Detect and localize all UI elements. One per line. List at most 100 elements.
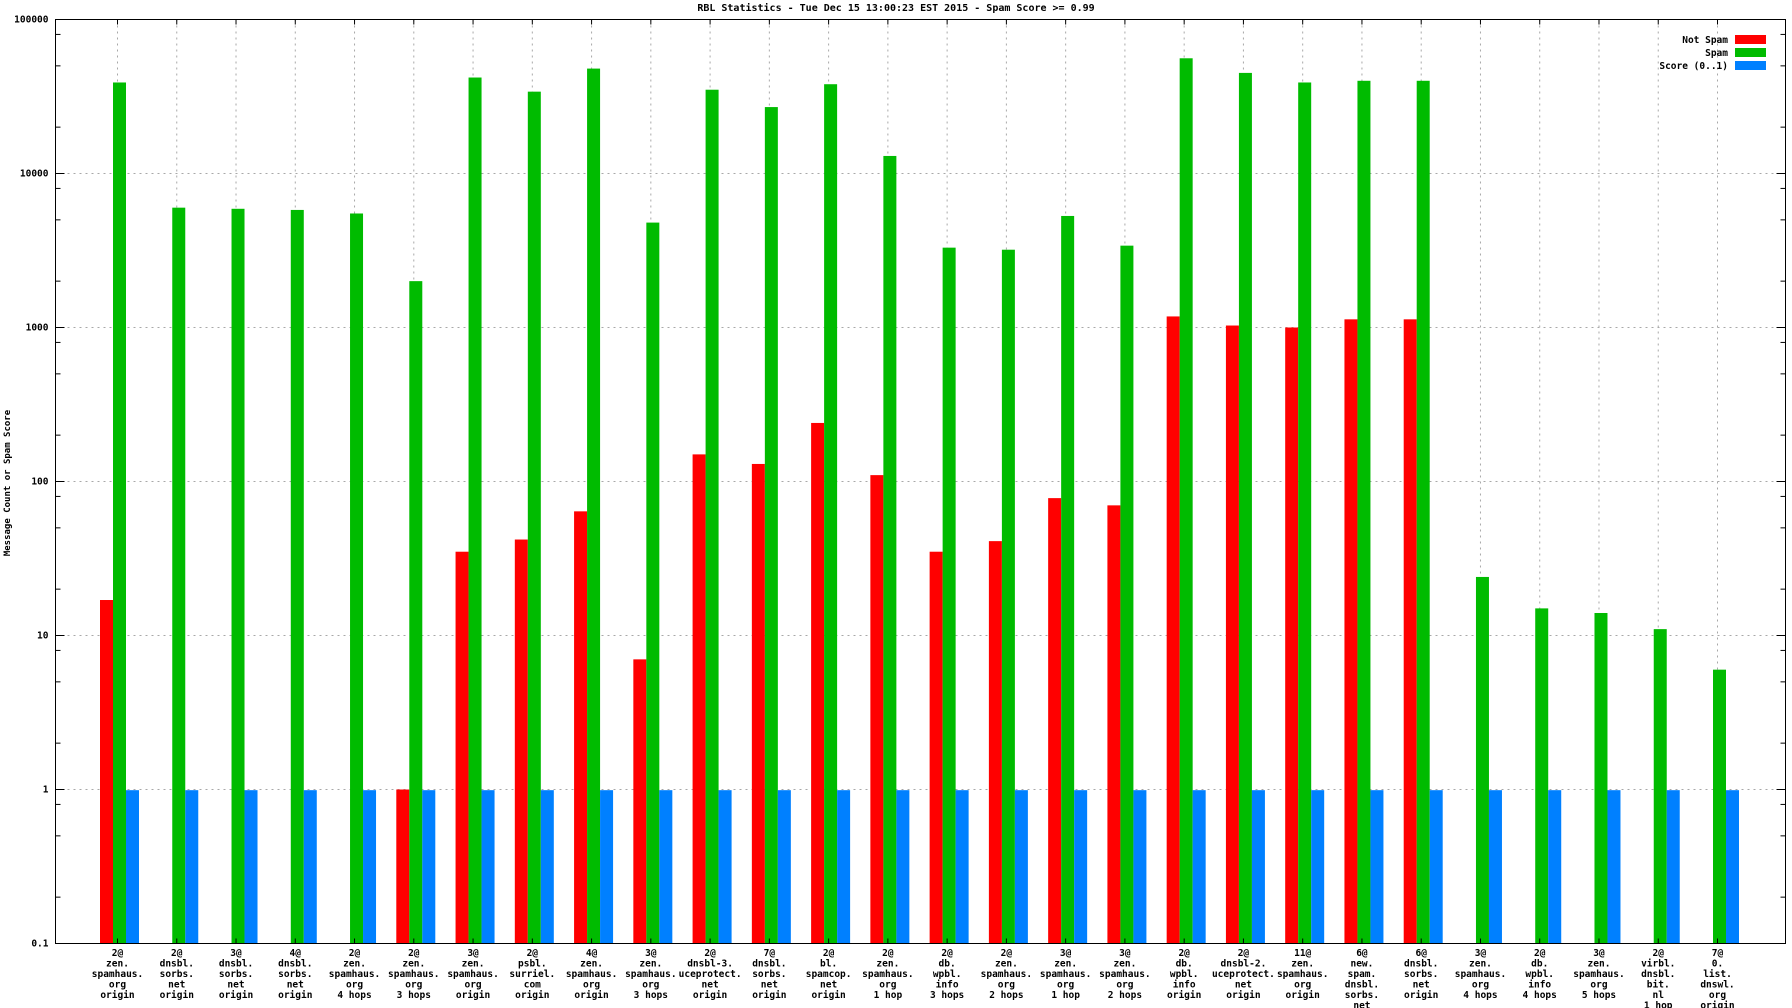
x-axis-label: org: [346, 980, 363, 991]
x-axis-label: info: [936, 980, 959, 991]
x-axis-label: dnsbl.: [1404, 959, 1438, 970]
x-axis-label: origin: [1404, 990, 1438, 1001]
x-axis-label: zen.: [580, 959, 603, 970]
x-axis-label: zen.: [1291, 959, 1314, 970]
bar-spam: [1357, 80, 1371, 944]
x-axis-label: net: [702, 980, 719, 991]
x-axis-label: 4 hops: [1463, 990, 1497, 1001]
x-axis-label: zen.: [343, 959, 366, 970]
y-tick-label: 10: [37, 631, 49, 642]
x-axis-label: 1 hop: [874, 990, 903, 1001]
bar-spam: [1653, 629, 1667, 944]
bar-score: [1192, 790, 1206, 944]
chart-title: RBL Statistics - Tue Dec 15 13:00:23 EST…: [697, 3, 1095, 14]
x-axis-label: 4@: [290, 948, 302, 959]
x-axis-label: origin: [1167, 990, 1201, 1001]
x-axis-label: zen.: [402, 959, 425, 970]
x-axis-label: origin: [100, 990, 134, 1001]
x-axis-label: 3@: [1119, 948, 1131, 959]
x-axis-label: zen.: [1588, 959, 1611, 970]
bar-spam: [1416, 80, 1430, 944]
x-axis-label: dnsbl.: [1345, 980, 1379, 991]
x-axis-label: wpbl.: [1170, 969, 1199, 980]
x-axis-label: 2@: [941, 948, 953, 959]
bar-spam: [1061, 215, 1075, 944]
bar-score: [1251, 790, 1265, 944]
x-axis-label: 2 hops: [989, 990, 1023, 1001]
x-axis-label: 7@: [764, 948, 776, 959]
bar-score: [481, 790, 495, 944]
x-axis-label: sorbs.: [752, 969, 786, 980]
bar-not_spam: [1344, 319, 1358, 944]
x-axis-label: origin: [1286, 990, 1320, 1001]
bar-not_spam: [751, 463, 765, 944]
x-axis-label: 4 hops: [1523, 990, 1557, 1001]
bar-spam: [1001, 249, 1015, 944]
x-axis-label: dnsbl.: [160, 959, 194, 970]
x-axis-label: spamhaus.: [1099, 969, 1150, 980]
x-axis-label: db.: [1176, 959, 1193, 970]
x-axis-label: surriel.: [509, 969, 555, 980]
bar-not_spam: [1225, 325, 1239, 944]
bar-score: [303, 790, 317, 944]
bar-spam: [1120, 245, 1134, 944]
x-axis-label: 6@: [1415, 948, 1427, 959]
bar-not_spam: [1166, 316, 1180, 944]
bar-not_spam: [929, 551, 943, 944]
bar-spam: [883, 155, 897, 944]
bar-score: [244, 790, 258, 944]
x-axis-label: org: [1709, 990, 1726, 1001]
bar-score: [1488, 790, 1502, 944]
bar-spam: [646, 222, 660, 944]
x-axis-label: dnswl.: [1700, 980, 1734, 991]
y-axis-label: Message Count or Spam Score: [3, 409, 13, 557]
x-axis-label: origin: [160, 990, 194, 1001]
x-axis-label: 4@: [586, 948, 598, 959]
x-axis-label: dnsbl.: [1641, 969, 1675, 980]
x-axis-label: org: [1590, 980, 1607, 991]
x-axis-label: bl.: [820, 959, 837, 970]
bar-score: [1607, 790, 1621, 944]
bar-not_spam: [811, 422, 825, 944]
x-axis-label: uceprotect.: [679, 969, 742, 980]
x-axis-label: bit.: [1647, 980, 1670, 991]
x-axis-label: virbl.: [1641, 959, 1675, 970]
bar-not_spam: [692, 454, 706, 944]
bar-score: [659, 790, 673, 944]
x-axis-label: spamhaus.: [1573, 969, 1624, 980]
x-axis-label: 3 hops: [930, 990, 964, 1001]
x-axis-label: 2@: [704, 948, 716, 959]
x-axis-label: 2@: [1178, 948, 1190, 959]
bar-score: [126, 790, 139, 944]
x-axis-label: 3@: [1593, 948, 1605, 959]
x-axis-label: sorbs.: [219, 969, 253, 980]
x-axis-label: 11@: [1294, 948, 1311, 959]
bar-spam: [409, 281, 423, 944]
x-axis-label: org: [109, 980, 126, 991]
bar-spam: [113, 82, 126, 944]
x-axis-label: info: [1173, 980, 1196, 991]
x-axis-label: origin: [574, 990, 608, 1001]
bar-score: [955, 790, 969, 944]
bar-score: [718, 790, 732, 944]
x-axis-label: dnsbl-3.: [687, 959, 733, 970]
bar-spam: [468, 77, 482, 944]
bar-score: [1133, 790, 1147, 944]
x-axis-label: 1 hop: [1051, 990, 1080, 1001]
bar-score: [1014, 790, 1028, 944]
bar-score: [837, 790, 851, 944]
y-tick-label: 0.1: [31, 939, 48, 950]
bar-spam: [1298, 82, 1312, 944]
x-axis-label: net: [1235, 980, 1252, 991]
x-axis-label: 1 hop: [1644, 1001, 1673, 1008]
x-axis-label: zen.: [106, 959, 129, 970]
x-axis-label: zen.: [1113, 959, 1136, 970]
x-axis-label: 3 hops: [634, 990, 668, 1001]
bar-score: [1666, 790, 1680, 944]
x-axis-label: org: [583, 980, 600, 991]
x-axis-label: spamhaus.: [329, 969, 380, 980]
bar-spam: [942, 247, 956, 944]
bar-score: [896, 790, 910, 944]
bar-not_spam: [396, 789, 410, 944]
